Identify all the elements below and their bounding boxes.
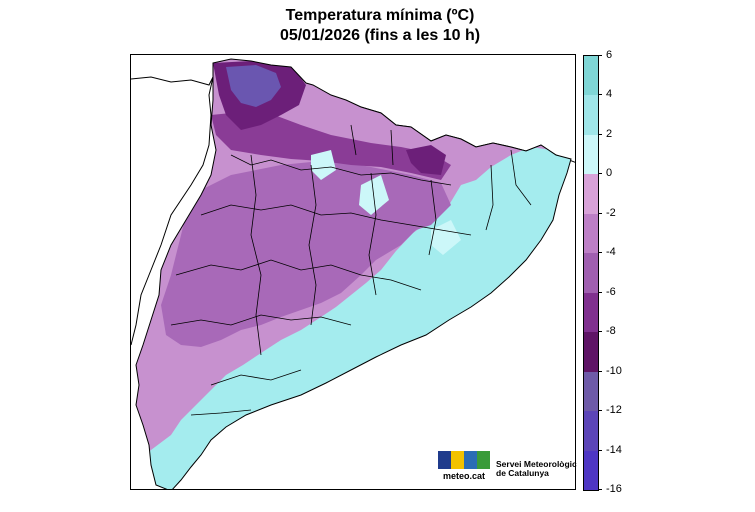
comarca-line	[190, 409, 252, 416]
logo-rain-icon	[464, 451, 477, 469]
legend-tick-label: -16	[606, 483, 622, 495]
comarca-line	[250, 154, 262, 356]
legend-tick-mark	[598, 133, 602, 135]
legend-tick-mark	[598, 212, 602, 214]
legend-tick-mark	[598, 291, 602, 293]
legend-tick-label: 6	[606, 49, 613, 61]
map-subtitle: 05/01/2026 (fins a les 10 h)	[279, 27, 481, 44]
comarca-line	[170, 314, 352, 326]
legend-swatch	[584, 450, 598, 491]
catalonia-outline	[135, 58, 572, 489]
meteocat-logo: meteo.cat Servei Meteorològic de Catalun…	[438, 451, 577, 483]
legend-tick-label: -10	[606, 364, 622, 377]
temperature-map	[130, 54, 576, 490]
legend-swatch	[584, 213, 598, 254]
legend-tick-label: -4	[606, 246, 616, 259]
legend-swatch	[584, 371, 598, 412]
color-legend	[583, 55, 599, 491]
legend-tick-mark	[598, 489, 602, 490]
legend-tick-label: -6	[606, 285, 616, 298]
legend-tick-label: 4	[606, 88, 613, 101]
legend-tick-mark	[598, 94, 602, 96]
legend-tick-mark	[598, 55, 602, 56]
legend-tick-label: 0	[606, 167, 613, 180]
legend-tick-mark	[598, 252, 602, 254]
legend-tick-label: -8	[606, 325, 616, 338]
field-violet	[226, 65, 281, 107]
legend-tick-mark	[598, 331, 602, 333]
legend-swatch	[584, 411, 598, 452]
map-title: Temperatura mínima (ºC)	[285, 7, 475, 24]
aragon-border-line	[131, 76, 214, 346]
logo-org-line2: de Catalunya	[496, 468, 549, 478]
legend-tick-mark	[598, 173, 602, 175]
legend-swatch	[584, 134, 598, 175]
comarca-line	[210, 369, 302, 386]
comarca-line	[175, 259, 422, 291]
logo-sun-icon	[451, 451, 464, 469]
comarca-line	[350, 124, 532, 206]
field-dark-purple	[211, 110, 451, 180]
legend-tick-mark	[598, 370, 602, 372]
comarca-line	[368, 172, 377, 296]
catalonia-map-svg	[131, 58, 575, 489]
legend-tick-label: -2	[606, 206, 616, 219]
legend-tick-label: -12	[606, 404, 622, 417]
logo-leaf-icon	[477, 451, 490, 469]
legend-swatch	[584, 292, 598, 333]
comarca-borders	[170, 124, 532, 416]
legend-swatch	[584, 95, 598, 136]
legend-tick-mark	[598, 410, 602, 412]
comarca-line	[200, 204, 472, 236]
legend-tick-mark	[598, 449, 602, 451]
comarca-line	[485, 164, 494, 231]
logo-site-text: meteo.cat	[442, 471, 486, 481]
logo-org-line1: Servei Meteorològic	[496, 459, 577, 469]
field-cyan-light	[311, 150, 461, 255]
field-deep-east	[406, 145, 446, 175]
legend-tick-label: -14	[606, 443, 622, 456]
legend-tick-label: 2	[606, 127, 613, 140]
legend-swatch	[584, 332, 598, 373]
comarca-line	[428, 179, 437, 256]
legend-swatch	[584, 253, 598, 294]
legend-swatch	[584, 56, 598, 96]
comarca-line	[230, 154, 452, 186]
comarca-line	[308, 164, 317, 326]
logo-flag-icon	[438, 451, 451, 469]
legend-swatch	[584, 174, 598, 215]
